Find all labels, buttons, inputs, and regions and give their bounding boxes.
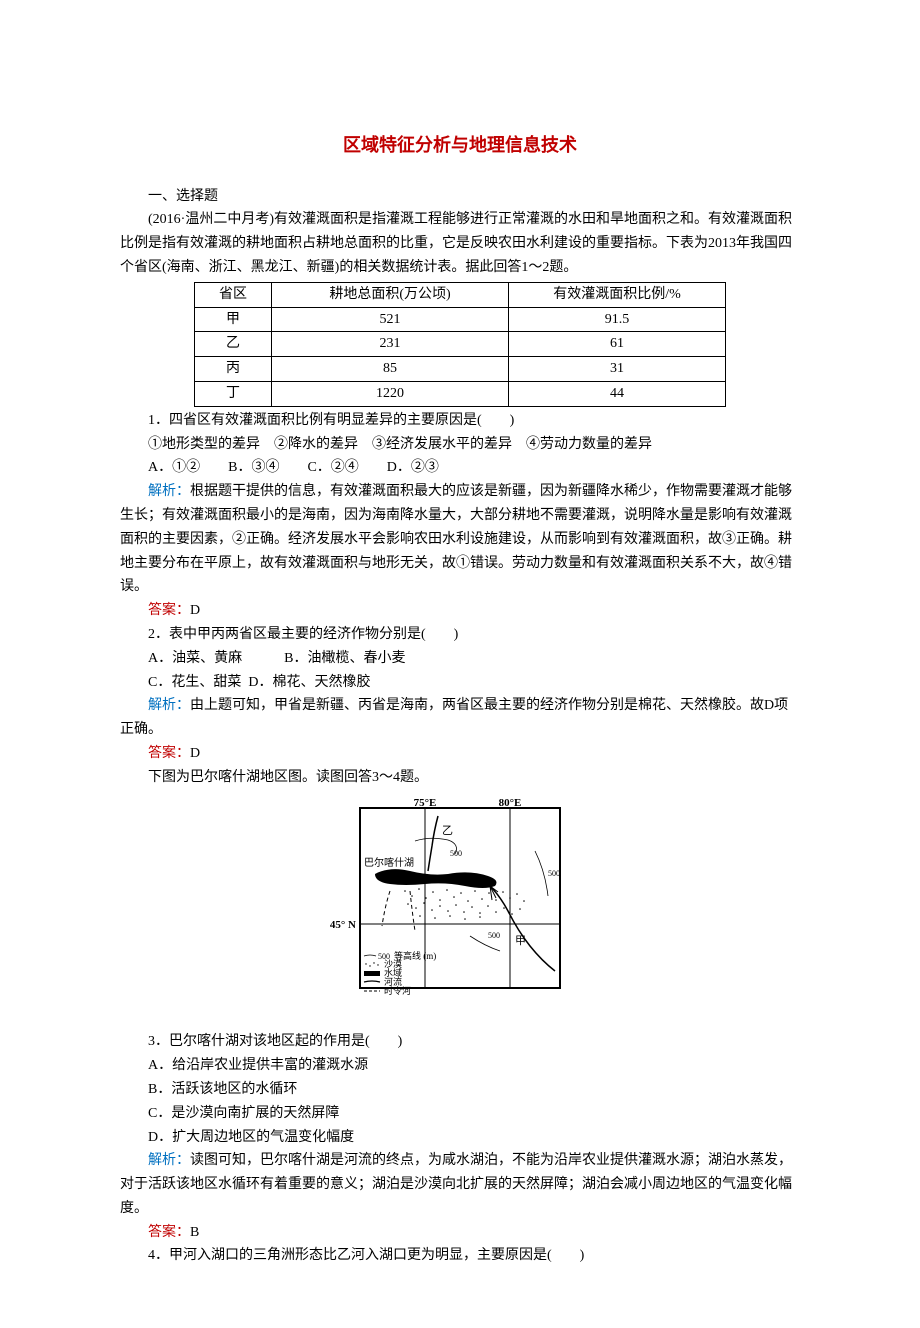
- q1-sub: ①地形类型的差异 ②降水的差异 ③经济发展水平的差异 ④劳动力数量的差异: [120, 433, 800, 457]
- answer-label: 答案：: [148, 746, 190, 761]
- answer-text: D: [190, 746, 200, 761]
- page-title: 区域特征分析与地理信息技术: [120, 130, 800, 161]
- analysis-text: 根据题干提供的信息，有效灌溉面积最大的应该是新疆，因为新疆降水稀少，作物需要灌溉…: [120, 484, 792, 594]
- analysis-label: 解析：: [148, 1153, 190, 1168]
- analysis-text: 读图可知，巴尔喀什湖是河流的终点，为咸水湖泊，不能为沿岸农业提供灌溉水源；湖泊水…: [120, 1153, 792, 1216]
- jia-label: 甲: [515, 935, 526, 947]
- cell: 91.5: [509, 307, 726, 332]
- q3-optC: C．是沙漠向南扩展的天然屏障: [120, 1102, 800, 1126]
- answer-text: B: [190, 1225, 199, 1240]
- lon75-label: 75°E: [414, 797, 437, 809]
- lat45-label: 45° N: [330, 919, 356, 931]
- answer-text: D: [190, 603, 200, 618]
- table-header-row: 省区 耕地总面积(万公顷) 有效灌溉面积比例/%: [195, 282, 726, 307]
- col-ratio: 有效灌溉面积比例/%: [509, 282, 726, 307]
- svg-text:时令河: 时令河: [384, 985, 411, 996]
- cell: 丙: [195, 357, 272, 382]
- q2-answer: 答案：D: [120, 742, 800, 766]
- cell: 甲: [195, 307, 272, 332]
- q1-options: A．①② B．③④ C．②④ D．②③: [120, 456, 800, 480]
- q1-stem: 1．四省区有效灌溉面积比例有明显差异的主要原因是( ): [120, 409, 800, 433]
- q3-optD: D．扩大周边地区的气温变化幅度: [120, 1126, 800, 1150]
- analysis-label: 解析：: [148, 698, 190, 713]
- seasonal-river-2: [410, 891, 415, 931]
- q3-answer: 答案：B: [120, 1221, 800, 1245]
- lake-label: 巴尔喀什湖: [364, 856, 414, 869]
- c500-a: 500: [450, 849, 462, 858]
- cell: 乙: [195, 332, 272, 357]
- c500-b: 500: [548, 869, 560, 878]
- c500-c: 500: [488, 931, 500, 940]
- table-row: 丁 1220 44: [195, 381, 726, 406]
- section-heading: 一、选择题: [120, 185, 800, 209]
- map-figure: 75°E 80°E 45° N: [120, 796, 800, 1025]
- cell: 231: [272, 332, 509, 357]
- figure-intro: 下图为巴尔喀什湖地区图。读图回答3～4题。: [120, 766, 800, 790]
- answer-label: 答案：: [148, 603, 190, 618]
- river-yi: [428, 816, 438, 871]
- col-province: 省区: [195, 282, 272, 307]
- col-area: 耕地总面积(万公顷): [272, 282, 509, 307]
- cell: 丁: [195, 381, 272, 406]
- yi-label: 乙: [442, 824, 453, 837]
- q1-analysis: 解析：根据题干提供的信息，有效灌溉面积最大的应该是新疆，因为新疆降水稀少，作物需…: [120, 480, 800, 599]
- q2-stem: 2．表中甲丙两省区最主要的经济作物分别是( ): [120, 623, 800, 647]
- contour-e: [535, 851, 548, 896]
- cell: 521: [272, 307, 509, 332]
- analysis-label: 解析：: [148, 484, 190, 499]
- q1-answer: 答案：D: [120, 599, 800, 623]
- q2-optC: C．花生、甜菜 D．棉花、天然橡胶: [120, 671, 800, 695]
- cell: 1220: [272, 381, 509, 406]
- table-row: 丙 85 31: [195, 357, 726, 382]
- cell: 44: [509, 381, 726, 406]
- q3-optB: B．活跃该地区的水循环: [120, 1078, 800, 1102]
- lon80-label: 80°E: [499, 797, 522, 809]
- q4-stem: 4．甲河入湖口的三角洲形态比乙河入湖口更为明显，主要原因是( ): [120, 1244, 800, 1268]
- map-svg: 75°E 80°E 45° N: [320, 796, 600, 1016]
- river-jia: [490, 886, 555, 971]
- seasonal-river-1: [382, 891, 390, 926]
- data-table: 省区 耕地总面积(万公顷) 有效灌溉面积比例/% 甲 521 91.5 乙 23…: [194, 282, 726, 407]
- q3-optA: A．给沿岸农业提供丰富的灌溉水源: [120, 1054, 800, 1078]
- q3-analysis: 解析：读图可知，巴尔喀什湖是河流的终点，为咸水湖泊，不能为沿岸农业提供灌溉水源；…: [120, 1149, 800, 1220]
- table-row: 甲 521 91.5: [195, 307, 726, 332]
- q2-optA: A．油菜、黄麻 B．油橄榄、春小麦: [120, 647, 800, 671]
- analysis-text: 由上题可知，甲省是新疆、丙省是海南，两省区最主要的经济作物分别是棉花、天然橡胶。…: [120, 698, 788, 737]
- cell: 61: [509, 332, 726, 357]
- lake-shape: [375, 869, 496, 888]
- q3-stem: 3．巴尔喀什湖对该地区起的作用是( ): [120, 1030, 800, 1054]
- table-row: 乙 231 61: [195, 332, 726, 357]
- answer-label: 答案：: [148, 1225, 190, 1240]
- cell: 31: [509, 357, 726, 382]
- cell: 85: [272, 357, 509, 382]
- intro-text: (2016·温州二中月考)有效灌溉面积是指灌溉工程能够进行正常灌溉的水田和旱地面…: [120, 208, 800, 279]
- q2-analysis: 解析：由上题可知，甲省是新疆、丙省是海南，两省区最主要的经济作物分别是棉花、天然…: [120, 694, 800, 742]
- desert-area: [398, 884, 535, 924]
